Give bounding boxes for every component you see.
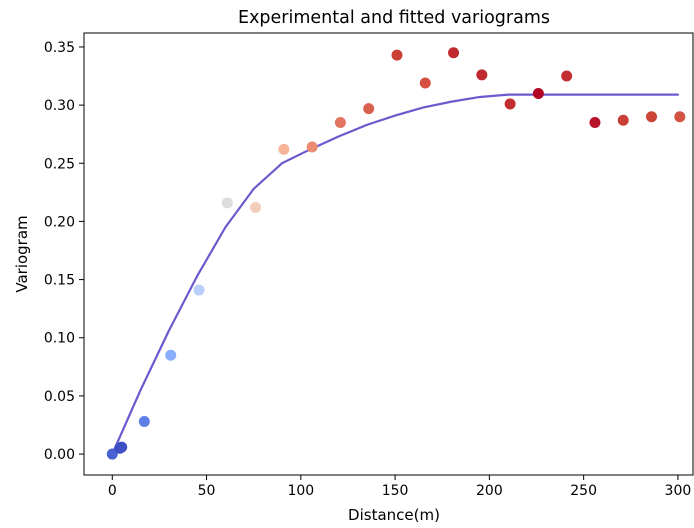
- experimental-point: [391, 49, 403, 61]
- x-axis-ticks: 0 50 100 150 200 250 300: [108, 475, 691, 499]
- experimental-point: [306, 141, 318, 153]
- x-tick-label: 250: [570, 483, 597, 499]
- fitted-variogram-line: [111, 93, 680, 456]
- fitted-line-layer: [111, 93, 680, 456]
- plot-area-border: [83, 32, 694, 476]
- experimental-points-layer: [106, 47, 686, 460]
- experimental-point: [363, 103, 375, 115]
- experimental-point: [476, 69, 488, 81]
- y-tick-label: 0.35: [44, 40, 75, 56]
- experimental-point: [278, 143, 290, 155]
- chart-title: Experimental and fitted variograms: [238, 8, 550, 28]
- y-tick-label: 0.15: [44, 273, 75, 289]
- experimental-point: [532, 87, 544, 99]
- x-tick-label: 50: [198, 483, 216, 499]
- experimental-point: [589, 117, 601, 129]
- experimental-point: [250, 201, 262, 213]
- y-tick-label: 0.05: [44, 389, 75, 405]
- x-tick-label: 0: [108, 483, 117, 499]
- experimental-point: [138, 415, 150, 427]
- experimental-point: [448, 47, 460, 59]
- plot-frame: [83, 32, 694, 476]
- x-tick-label: 200: [476, 483, 503, 499]
- experimental-point: [561, 70, 573, 82]
- experimental-point: [504, 98, 516, 110]
- y-axis-label: Variogram: [13, 215, 31, 292]
- x-tick-label: 100: [287, 483, 314, 499]
- y-axis-ticks: 0.00 0.05 0.10 0.15 0.20 0.25 0.30 0.35: [44, 40, 84, 463]
- x-axis-label: Distance(m): [348, 506, 440, 524]
- experimental-point: [106, 448, 118, 460]
- experimental-point: [193, 284, 205, 296]
- experimental-point: [646, 111, 658, 123]
- experimental-point: [221, 197, 233, 209]
- experimental-point: [674, 111, 686, 123]
- experimental-point: [165, 349, 177, 361]
- x-tick-label: 300: [665, 483, 692, 499]
- x-tick-label: 150: [382, 483, 409, 499]
- y-tick-label: 0.10: [44, 331, 75, 347]
- y-tick-label: 0.20: [44, 214, 75, 230]
- y-tick-label: 0.00: [44, 447, 75, 463]
- experimental-point: [419, 77, 431, 89]
- experimental-point: [617, 114, 629, 126]
- experimental-point: [116, 441, 128, 453]
- y-tick-label: 0.25: [44, 156, 75, 172]
- experimental-point: [334, 117, 346, 129]
- y-tick-label: 0.30: [44, 98, 75, 114]
